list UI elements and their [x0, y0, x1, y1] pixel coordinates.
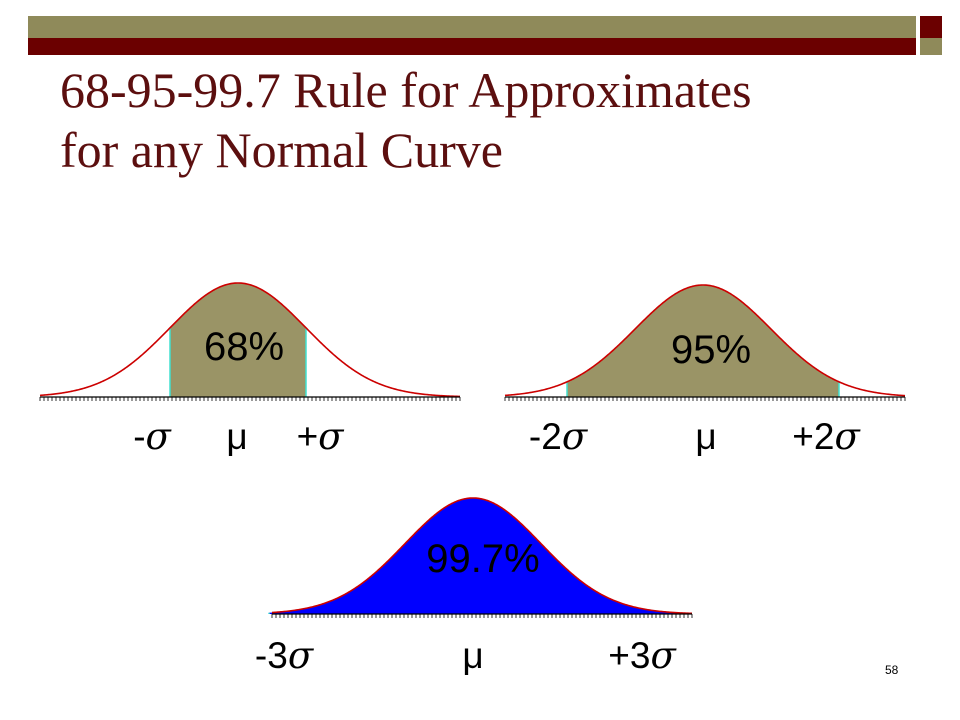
axis-ticks-one-sigma — [39, 397, 461, 401]
axis-ticks-two-sigma — [504, 397, 906, 401]
axis-label-minus-2sigma-prefix: -2 — [528, 416, 562, 457]
axis-label-mu: μ — [695, 416, 717, 457]
axis-label-minus-3sigma: -3σ — [255, 637, 313, 674]
percent-label-95: 95% — [670, 328, 752, 372]
header-square-olive — [920, 38, 942, 55]
axis-label-minus-2sigma: -2σ — [529, 418, 587, 455]
sigma-symbol: σ — [650, 634, 676, 677]
shaded-region-three-sigma — [269, 498, 677, 614]
sigma-symbol: σ — [287, 634, 314, 677]
axis-ticks-three-sigma — [271, 614, 693, 618]
axis-label-plus-3sigma-prefix: +3 — [608, 635, 651, 676]
curve-line-two-sigma — [504, 284, 906, 397]
axis-label-minus-3sigma-prefix: -3 — [254, 635, 288, 676]
shaded-region-two-sigma — [567, 285, 839, 397]
slide-title-line-2: for any Normal Curve — [60, 122, 503, 178]
percent-label-99-7: 99.7% — [426, 537, 540, 581]
axis-label-minus-sigma: -σ — [133, 418, 171, 455]
percent-label-68: 68% — [203, 325, 285, 369]
axis-label-plus-sigma: +σ — [297, 418, 344, 455]
page-number: 58 — [885, 663, 899, 677]
curve-line-one-sigma — [39, 282, 461, 398]
sigma-symbol: σ — [318, 415, 344, 458]
header-bar-maroon — [28, 38, 916, 55]
slide-title: 68-95-99.7 Rule for Approximates for any… — [60, 60, 940, 180]
axis-label-plus-sigma-prefix: + — [296, 416, 319, 457]
axis-label-mu: μ — [226, 416, 248, 457]
axis-label-mu: μ — [462, 635, 484, 676]
curve-line-three-sigma — [271, 497, 693, 615]
axis-label-minus-sigma-prefix: - — [133, 416, 146, 457]
header-bar-olive — [28, 16, 916, 38]
slide-title-line-1: 68-95-99.7 Rule for Approximates — [60, 62, 752, 118]
axis-label-plus-2sigma-prefix: +2 — [792, 416, 835, 457]
sigma-symbol: σ — [834, 415, 860, 458]
sigma-symbol: σ — [145, 415, 171, 458]
axis-label-plus-2sigma: +2σ — [792, 418, 859, 455]
axis-label-plus-3sigma: +3σ — [608, 637, 675, 674]
shaded-region-one-sigma — [170, 283, 306, 397]
header-square-maroon — [920, 16, 942, 38]
sigma-symbol: σ — [561, 415, 588, 458]
